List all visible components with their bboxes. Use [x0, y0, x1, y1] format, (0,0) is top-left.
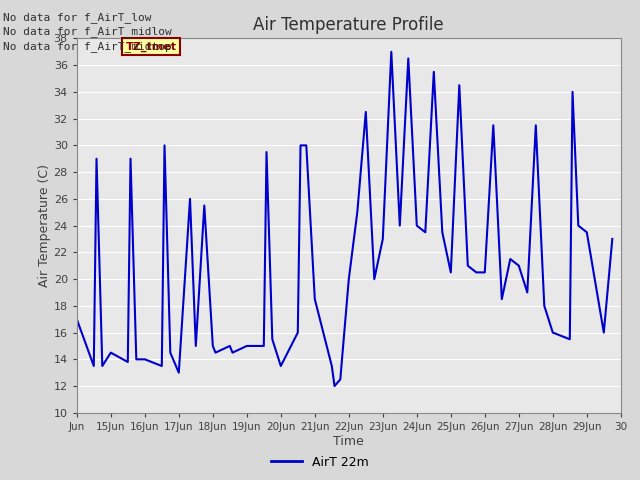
Text: TZ_tmet: TZ_tmet [125, 42, 177, 52]
Title: Air Temperature Profile: Air Temperature Profile [253, 16, 444, 34]
Text: No data for f_AirT_midlow: No data for f_AirT_midlow [3, 26, 172, 37]
Y-axis label: Air Temperature (C): Air Temperature (C) [38, 164, 51, 287]
Legend: AirT 22m: AirT 22m [266, 451, 374, 474]
X-axis label: Time: Time [333, 434, 364, 448]
Text: No data for f_AirT_midtop: No data for f_AirT_midtop [3, 41, 172, 52]
Text: No data for f_AirT_low: No data for f_AirT_low [3, 12, 152, 23]
